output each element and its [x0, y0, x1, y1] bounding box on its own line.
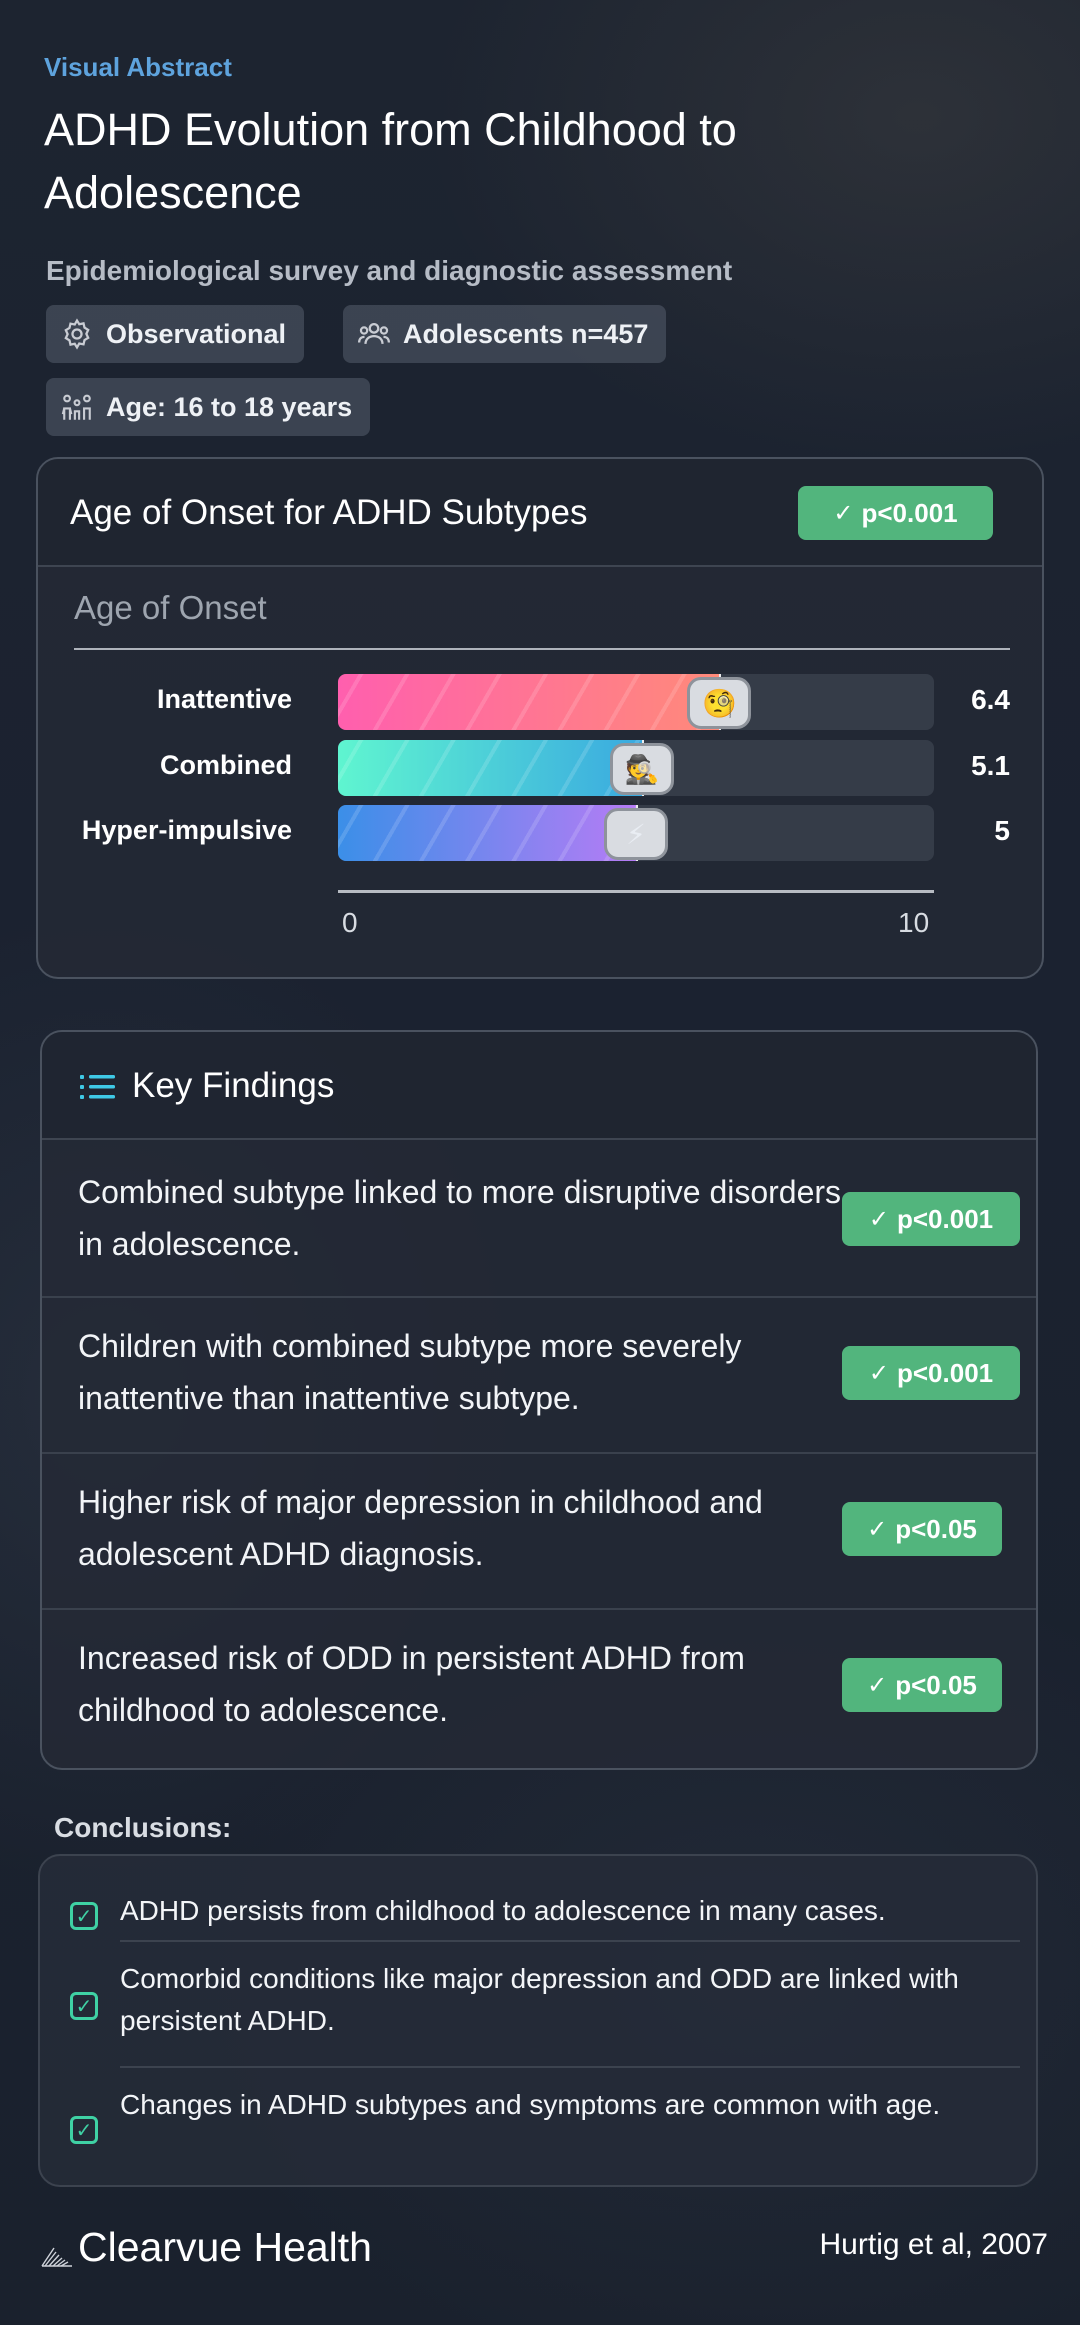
x-axis-tick-max: 10: [898, 907, 930, 938]
page-title: ADHD Evolution from Childhood to Adolesc…: [44, 104, 737, 218]
conclusions-card: ✓ ADHD persists from childhood to adoles…: [38, 1854, 1038, 2187]
chip-age-label: Age: 16 to 18 years: [106, 391, 353, 422]
check-icon: ✓: [867, 1671, 888, 1699]
bar: [338, 674, 720, 730]
family-icon: [61, 394, 91, 420]
bar-track: 🕵: [338, 740, 934, 796]
chart-header: Age of Onset for ADHD Subtypes ✓ p<0.001: [38, 459, 1042, 567]
chart-sublabel-divider: [74, 648, 1010, 650]
brand: Clearvue Health: [40, 2224, 372, 2271]
finding-text: Increased risk of ODD in persistent ADHD…: [78, 1640, 745, 1728]
finding-item: Combined subtype linked to more disrupti…: [42, 1140, 1036, 1298]
bar-value-label: 6.4: [971, 684, 1010, 715]
finding-significance-label: p<0.05: [895, 1513, 977, 1544]
check-icon: ✓: [833, 499, 854, 527]
bar-value-label: 5: [994, 815, 1010, 846]
chart-title: Age of Onset for ADHD Subtypes: [70, 493, 588, 532]
check-icon: ✓: [867, 1515, 888, 1543]
chart-sublabel: Age of Onset: [74, 589, 267, 626]
chip-age: Age: 16 to 18 years: [46, 378, 371, 436]
people-icon: [357, 322, 391, 345]
x-axis-line: [338, 890, 934, 893]
finding-significance-badge: ✓ p<0.001: [842, 1346, 1020, 1400]
bar-category-label: Combined: [160, 750, 292, 780]
chip-design: Observational: [46, 305, 305, 363]
bar-category-label: Inattentive: [156, 684, 292, 714]
bar-track: ⚡: [338, 805, 934, 861]
check-icon: ✓: [868, 1205, 889, 1233]
finding-significance-label: p<0.001: [896, 1203, 994, 1234]
detective-icon: 🕵: [609, 743, 674, 795]
check-icon: ✓: [868, 1359, 889, 1387]
bar-track: 🧐: [338, 674, 934, 730]
brand-logo-icon: [41, 2247, 72, 2267]
conclusion-text: Changes in ADHD subtypes and symptoms ar…: [120, 2089, 941, 2120]
citation: Hurtig et al, 2007: [819, 2228, 1048, 2261]
finding-text: Higher risk of major depression in child…: [78, 1484, 763, 1572]
bar: [338, 740, 642, 796]
conclusion-text: ADHD persists from childhood to adolesce…: [120, 1895, 886, 1926]
finding-item: Children with combined subtype more seve…: [42, 1298, 1036, 1454]
chip-population: Adolescents n=457: [343, 305, 667, 363]
brand-name: Clearvue Health: [78, 2224, 372, 2270]
finding-significance-badge: ✓ p<0.05: [842, 1502, 1002, 1556]
finding-significance-badge: ✓ p<0.001: [842, 1192, 1020, 1246]
finding-significance-label: p<0.05: [895, 1669, 977, 1700]
x-axis-tick-min: 0: [342, 907, 358, 938]
chip-population-label: Adolescents n=457: [403, 318, 649, 349]
bar-row: Hyper-impulsive ⚡ 5: [38, 805, 1042, 861]
finding-text: Combined subtype linked to more disrupti…: [78, 1174, 842, 1262]
finding-significance-label: p<0.001: [896, 1357, 994, 1388]
thinking-face-icon: 🧐: [687, 677, 752, 729]
finding-item: Higher risk of major depression in child…: [42, 1454, 1036, 1610]
bar-value-label: 5.1: [971, 750, 1010, 781]
bar-row: Combined 🕵 5.1: [38, 740, 1042, 796]
study-design: Epidemiological survey and diagnostic as…: [46, 255, 733, 286]
key-findings-title: Key Findings: [132, 1066, 335, 1105]
conclusion-divider: [120, 2066, 1020, 2068]
gear-icon: [64, 318, 90, 350]
conclusion-divider: [120, 1940, 1020, 1942]
finding-significance-badge: ✓ p<0.05: [842, 1658, 1002, 1712]
chart-significance-label: p<0.001: [861, 497, 958, 528]
key-findings-card: Key Findings Combined subtype linked to …: [40, 1030, 1038, 1770]
bar-row: Inattentive 🧐 6.4: [38, 674, 1042, 730]
chip-design-label: Observational: [106, 318, 287, 349]
checkbox-icon: ✓: [70, 2116, 98, 2144]
key-findings-header: Key Findings: [42, 1032, 1036, 1140]
conclusions-label: Conclusions:: [54, 1812, 232, 1843]
onset-chart-card: Age of Onset for ADHD Subtypes ✓ p<0.001…: [36, 457, 1044, 979]
finding-text: Children with combined subtype more seve…: [78, 1328, 742, 1416]
checkbox-icon: ✓: [70, 1902, 98, 1930]
lightning-icon: ⚡: [604, 808, 668, 860]
kicker-label: Visual Abstract: [44, 52, 232, 82]
bar-category-label: Hyper-impulsive: [81, 815, 292, 845]
bar: [338, 805, 636, 861]
list-icon: [80, 1075, 115, 1099]
conclusion-text: Comorbid conditions like major depressio…: [120, 1963, 959, 2036]
chart-significance-badge: ✓ p<0.001: [798, 486, 993, 540]
checkbox-icon: ✓: [70, 1992, 98, 2020]
finding-item: Increased risk of ODD in persistent ADHD…: [42, 1610, 1036, 1768]
